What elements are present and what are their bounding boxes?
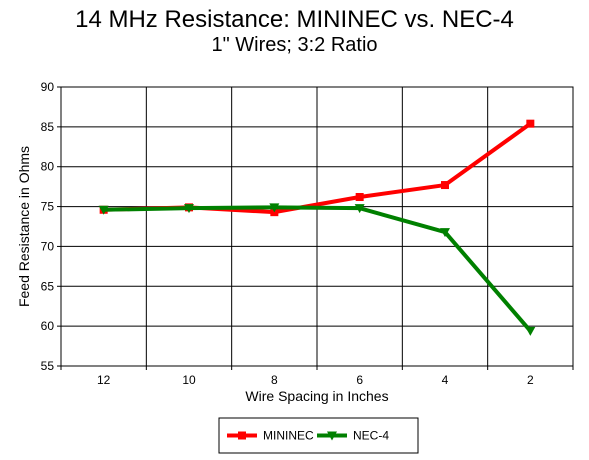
data-point-nec-4 [525, 326, 536, 336]
chart-subtitle: 1" Wires; 3:2 Ratio [211, 34, 378, 56]
plot-frame [60, 86, 574, 367]
y-tick-label: 55 [41, 359, 55, 373]
legend-marker-nec-4 [327, 431, 337, 441]
x-tick-label: 6 [356, 373, 363, 387]
data-point-mininec [355, 193, 364, 202]
x-tick-label: 12 [97, 373, 111, 387]
legend-label-nec-4: NEC-4 [353, 429, 389, 443]
data-point-mininec [526, 119, 535, 128]
grid [57, 86, 574, 370]
x-tick-label: 2 [527, 373, 534, 387]
y-tick-label: 75 [41, 200, 55, 214]
data-point-nec-4 [354, 204, 365, 214]
x-tick-label: 8 [271, 373, 278, 387]
data-point-nec-4 [184, 204, 194, 214]
y-tick-label: 80 [41, 160, 55, 174]
y-axis-label: Feed Resistance in Ohms [16, 146, 32, 307]
legend-marker-mininec [238, 431, 246, 440]
x-axis-label: Wire Spacing in Inches [245, 388, 388, 404]
x-tick-label: 10 [182, 373, 196, 387]
data-point-nec-4 [98, 205, 109, 215]
series-line-nec-4 [103, 205, 532, 333]
data-point-mininec [441, 181, 449, 190]
chart-title: 14 MHz Resistance: MININEC vs. NEC-4 [75, 6, 514, 33]
y-tick-label: 65 [41, 279, 55, 293]
x-tick-label: 4 [442, 373, 449, 387]
series-layer [98, 119, 536, 336]
y-tick-label: 90 [41, 80, 55, 94]
data-point-nec-4 [269, 203, 280, 213]
legend-label-mininec: MININEC [263, 429, 314, 443]
y-tick-label: 70 [41, 239, 55, 253]
y-tick-label: 60 [41, 319, 55, 333]
y-tick-label: 85 [41, 120, 55, 134]
x-tick-labels: 12 10 8 6 4 2 [97, 373, 534, 387]
y-tick-labels: 55 60 65 70 75 80 85 90 [41, 80, 55, 373]
legend: MININEC NEC-4 [218, 417, 419, 454]
data-point-nec-4 [440, 228, 450, 238]
